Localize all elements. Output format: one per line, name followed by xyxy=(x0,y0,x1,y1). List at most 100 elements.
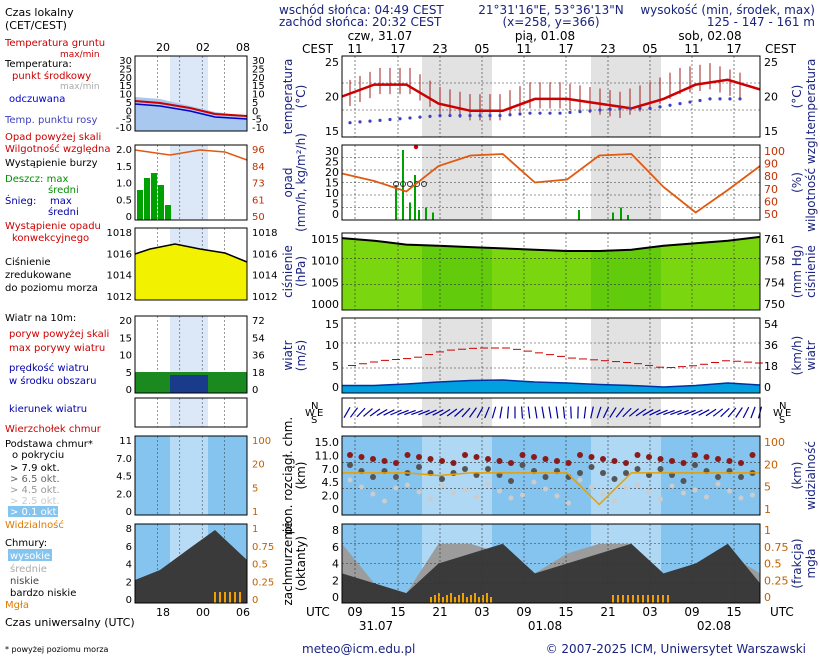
footer-email[interactable]: meteo@icm.edu.pl xyxy=(302,642,415,656)
fog-bar xyxy=(652,595,654,603)
cloud-low-dot xyxy=(577,477,583,483)
wind-direction-arrow xyxy=(541,406,545,419)
dew-point-dot xyxy=(348,121,352,125)
tick-left: 1010 xyxy=(311,255,339,268)
mini-tick-right: 1012 xyxy=(252,292,277,303)
mini-tick-left: 25 xyxy=(119,64,132,75)
mini-tick-right: 30 xyxy=(252,56,265,67)
tick-left: 0 xyxy=(332,503,339,516)
wind-direction-arrow xyxy=(628,408,640,417)
top-hour-label: 23 xyxy=(600,42,615,56)
wind-direction-arrow xyxy=(461,407,471,418)
mini-top-hour: 02 xyxy=(196,41,210,54)
mini-direction-frame xyxy=(134,397,248,428)
tick-left: 0 xyxy=(332,381,339,394)
cloud-base-dot xyxy=(508,478,514,484)
mini-tick-right: 0.25 xyxy=(252,577,274,588)
cloud-panel-bg xyxy=(342,436,760,515)
cloud-low-dot xyxy=(508,495,514,501)
mini-bottom-hour: 18 xyxy=(156,606,170,619)
cloud-base-dot xyxy=(680,478,687,484)
fog-bar xyxy=(490,597,492,603)
cloud-top-dot xyxy=(542,456,549,462)
mini-pressure-frame xyxy=(134,227,248,301)
legend-ground-temp2: max/min xyxy=(60,50,100,60)
legend-snow-max: max xyxy=(50,196,72,207)
mini-rain-bar xyxy=(151,173,157,220)
wind-direction-arrow xyxy=(635,408,647,417)
elevation-label: wysokość (min, środek, max) xyxy=(640,3,815,17)
cloud-low-dot xyxy=(554,493,560,499)
bottom-hour-label: 03 xyxy=(474,605,489,619)
mini-tick-left: 11 xyxy=(119,436,132,447)
wind-direction-arrow xyxy=(562,406,566,419)
dew-point-dot xyxy=(628,106,632,111)
date-bottom-3: 02.08 xyxy=(697,619,731,633)
cloud-low-dot xyxy=(416,489,422,495)
fog-bar xyxy=(667,595,669,603)
wind-direction-arrow xyxy=(363,408,373,417)
tick-right: 20 xyxy=(764,458,778,471)
mini-top-hour: 20 xyxy=(156,41,170,54)
wind-direction-arrow xyxy=(425,409,437,416)
axis-title-right-unit: (km/h) xyxy=(790,336,804,376)
tick-right: 754 xyxy=(764,276,785,289)
wind-direction-arrow xyxy=(356,407,366,418)
cloud-low-dot xyxy=(566,500,571,506)
fog-bar xyxy=(642,595,644,603)
rain-bar xyxy=(425,207,427,220)
cloud-low-dot xyxy=(405,482,410,488)
mini-tick-left: 0.5 xyxy=(116,195,132,206)
wind-direction-arrow xyxy=(609,407,617,418)
fog-bar xyxy=(438,593,440,603)
bottom-hour-label: 03 xyxy=(642,605,657,619)
tick-left: 5 xyxy=(332,198,339,211)
mini-legend-panels: 302520151050-5-10302520151050-5-102.01.5… xyxy=(107,41,278,619)
legend-okt25: > 2.5 okt. xyxy=(10,496,60,507)
cloud-top-dot xyxy=(623,460,629,466)
dew-point-dot xyxy=(608,107,612,111)
wind-direction-arrow xyxy=(349,407,359,418)
cloud-base-dot xyxy=(416,464,422,470)
cloud-low-dot xyxy=(738,495,744,501)
axis-title-left-unit: (km) xyxy=(294,461,308,489)
mini-rain-night xyxy=(170,145,208,220)
tick-left: 25 xyxy=(325,56,339,69)
dew-point-dot xyxy=(668,103,672,107)
mini-tick-left: 15 xyxy=(119,81,132,92)
visibility-line xyxy=(342,472,760,506)
mini-tick-right: 0 xyxy=(252,106,258,117)
cloud-low-dot xyxy=(462,487,468,493)
mini-wind-frame xyxy=(134,315,248,394)
tick-right: 100 xyxy=(764,436,785,449)
wind-direction-arrow xyxy=(499,406,503,419)
mini-tick-right: 72 xyxy=(252,316,265,327)
tick-left: 20 xyxy=(325,166,339,179)
wind-direction-arrow xyxy=(583,406,587,419)
mini-fog-bar xyxy=(224,592,226,603)
cloud-top-dot xyxy=(715,456,721,462)
cloud-low-dot xyxy=(589,484,594,490)
legend-gust-above: poryw powyżej skali xyxy=(9,329,109,340)
top-hour-label: 05 xyxy=(474,42,489,56)
dew-point-dot xyxy=(638,106,642,111)
mini-tick-right: 73 xyxy=(252,179,265,190)
pressure-panel-frame xyxy=(341,232,761,311)
mini-tick-right: 15 xyxy=(252,81,265,92)
wind-direction-arrow xyxy=(705,408,717,417)
wind-direction-arrow xyxy=(343,407,351,418)
dew-point-dot xyxy=(578,109,582,114)
tick-right: 0.75 xyxy=(764,541,789,554)
wind-direction-arrow xyxy=(376,408,388,417)
axis-title-right: ciśnienie xyxy=(804,245,818,298)
fog-bar xyxy=(486,593,488,603)
bottom-hour-labels: 09 15 21 03 09 15 21 03 09 15 xyxy=(347,605,741,619)
dew-point-dot xyxy=(408,116,412,120)
fog-bar xyxy=(442,597,444,603)
bottom-hour-label: 21 xyxy=(432,605,447,619)
mini-tick-left: 10 xyxy=(119,351,132,362)
cloud-base-dot xyxy=(370,474,376,480)
compass-letter: E xyxy=(785,408,791,419)
low-cloud-area xyxy=(342,543,760,603)
legend-snow-avg: średni xyxy=(48,206,79,218)
